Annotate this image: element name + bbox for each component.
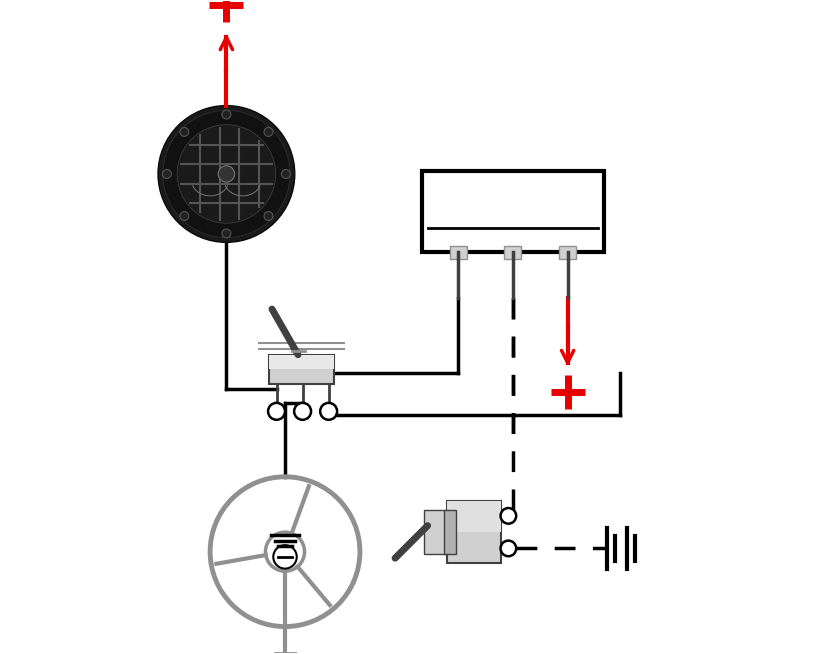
Circle shape xyxy=(180,128,189,136)
Bar xyxy=(269,354,334,370)
Circle shape xyxy=(268,403,285,420)
Circle shape xyxy=(264,212,273,220)
Circle shape xyxy=(500,541,516,557)
Bar xyxy=(504,246,522,258)
Circle shape xyxy=(163,111,290,237)
Bar xyxy=(269,354,334,384)
Circle shape xyxy=(177,125,276,223)
Circle shape xyxy=(282,169,290,179)
Circle shape xyxy=(158,105,295,243)
Circle shape xyxy=(500,508,516,524)
Circle shape xyxy=(222,110,231,119)
Bar xyxy=(447,501,500,563)
Bar xyxy=(450,246,466,258)
Circle shape xyxy=(222,229,231,238)
Circle shape xyxy=(294,403,311,420)
Circle shape xyxy=(321,403,337,420)
Bar xyxy=(559,246,576,258)
Bar xyxy=(422,171,604,252)
Circle shape xyxy=(180,212,189,220)
Circle shape xyxy=(162,169,171,179)
Bar xyxy=(444,511,456,554)
Bar xyxy=(447,501,500,532)
Circle shape xyxy=(264,128,273,136)
Bar xyxy=(424,511,447,554)
Circle shape xyxy=(218,165,235,182)
